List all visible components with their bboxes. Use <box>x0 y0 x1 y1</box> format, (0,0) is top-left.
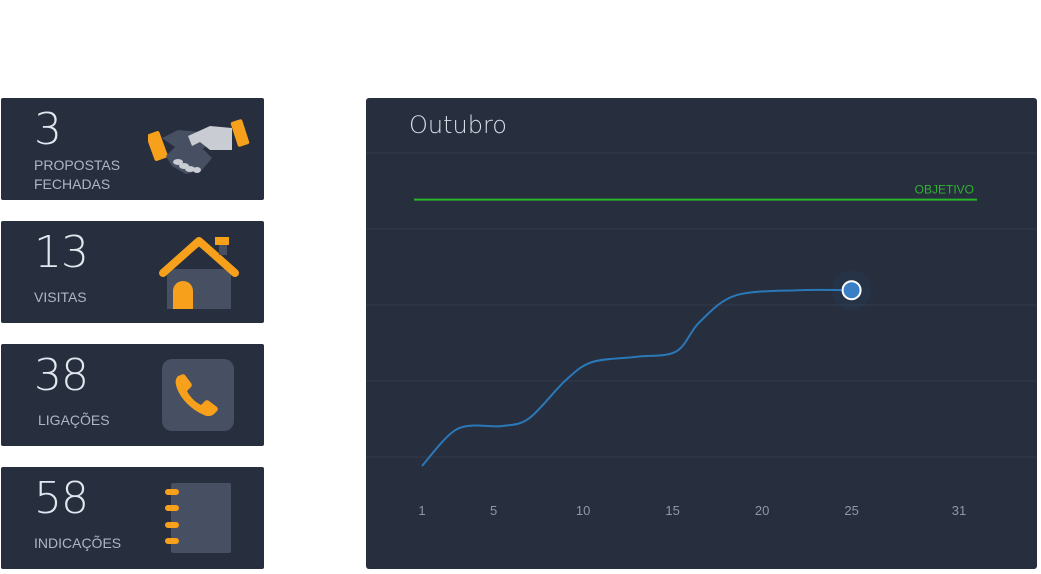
handshake-icon <box>146 116 252 185</box>
phone-icon <box>162 359 234 436</box>
stat-card-visitas: 13 VISITAS <box>1 221 264 323</box>
x-tick-label: 10 <box>576 503 590 518</box>
stat-card-propostas: 3 PROPOSTAS FECHADAS <box>1 98 264 200</box>
stat-label: INDICAÇÕES <box>34 535 122 551</box>
x-tick-label: 5 <box>490 503 497 518</box>
chart-panel: Outubro OBJETIVO 1 5 10 15 20 25 31 <box>366 98 1037 569</box>
stat-card-indicacoes: 58 INDICAÇÕES <box>1 467 264 569</box>
stat-label: VISITAS <box>34 289 87 305</box>
stat-card-ligacoes: 38 LIGAÇÕES <box>1 344 264 446</box>
x-tick-label: 15 <box>665 503 679 518</box>
stat-label-line1: PROPOSTAS <box>34 157 121 173</box>
chart-title: Outubro <box>409 111 507 139</box>
x-tick-label: 25 <box>844 503 858 518</box>
stat-value: 58 <box>34 473 89 524</box>
series-line <box>421 288 852 467</box>
stat-value: 13 <box>34 227 89 278</box>
x-tick-label: 20 <box>755 503 769 518</box>
x-tick-label: 1 <box>418 503 425 518</box>
stat-value: 38 <box>34 350 89 401</box>
notebook-icon <box>163 481 235 560</box>
data-point <box>841 280 862 301</box>
stat-value: 3 <box>34 104 62 155</box>
goal-label: OBJETIVO <box>915 183 974 197</box>
house-icon <box>159 233 239 318</box>
stat-label: PROPOSTAS FECHADAS <box>34 156 120 194</box>
stat-label: LIGAÇÕES <box>38 412 110 428</box>
x-tick-label: 31 <box>952 503 966 518</box>
stat-label-line2: FECHADAS <box>34 176 111 192</box>
